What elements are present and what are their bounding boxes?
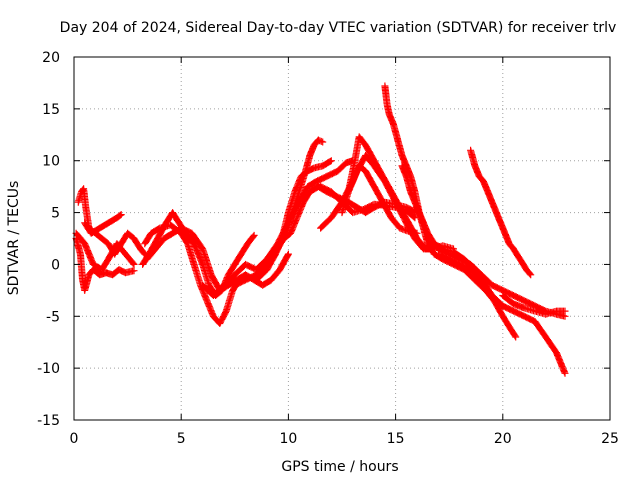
- x-tick-label: 5: [177, 431, 186, 447]
- series-arc-s: [435, 250, 569, 377]
- x-tick-label: 10: [279, 431, 297, 447]
- y-tick-label: -10: [37, 361, 60, 377]
- series-markers: [499, 292, 569, 318]
- x-tick-label: 0: [70, 431, 79, 447]
- series-arc-d: [72, 229, 138, 274]
- plot-frame: [73, 56, 611, 421]
- series-markers: [72, 235, 138, 294]
- y-tick-label: 20: [42, 50, 60, 66]
- y-tick-label: -15: [37, 413, 60, 429]
- axis-ticks: 0 5 10 15 20 25 -15 -10 -5 0 5 10 15 20: [37, 50, 619, 447]
- x-axis-label: GPS time / hours: [281, 459, 398, 475]
- series-markers: [435, 250, 569, 377]
- series-markers: [74, 185, 149, 258]
- series-arc-u: [499, 292, 569, 318]
- series-arc-h: [199, 157, 357, 299]
- series-arc-t: [467, 146, 535, 279]
- y-tick-label: 0: [51, 257, 60, 273]
- series-markers: [467, 146, 535, 279]
- y-axis-label: SDTVAR / TECUs: [6, 181, 22, 296]
- series-arc-b: [74, 185, 149, 258]
- series-markers: [199, 157, 357, 299]
- x-tick-label: 25: [601, 431, 619, 447]
- y-tick-label: 5: [51, 206, 60, 222]
- series-markers: [72, 229, 138, 274]
- y-tick-label: 15: [42, 102, 60, 118]
- series-arc-a: [72, 235, 138, 294]
- data-points: [72, 82, 569, 377]
- series-markers: [81, 211, 125, 237]
- x-tick-label: 15: [387, 431, 405, 447]
- y-tick-label: 10: [42, 154, 60, 170]
- y-tick-label: -5: [46, 309, 60, 325]
- x-tick-label: 20: [494, 431, 512, 447]
- series-arc-c: [81, 211, 125, 237]
- chart-title: Day 204 of 2024, Sidereal Day-to-day VTE…: [60, 20, 617, 36]
